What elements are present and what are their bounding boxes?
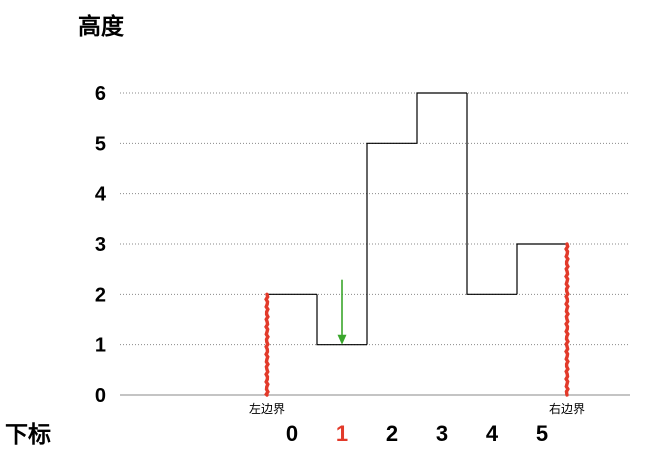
x-tick-labels: 0 1 2 3 4 5 — [286, 421, 548, 446]
boundaries: 左边界 右边界 — [249, 242, 585, 416]
y-tick-label-2: 2 — [95, 284, 106, 306]
x-axis-title: 下标 — [5, 421, 51, 447]
y-tick-label-4: 4 — [95, 184, 107, 206]
left-boundary-line — [264, 292, 270, 397]
y-tick-label-3: 3 — [95, 234, 106, 256]
right-boundary-label: 右边界 — [549, 401, 585, 416]
left-boundary-label: 左边界 — [249, 401, 285, 416]
y-tick-labels: 0 1 2 3 4 5 6 — [95, 83, 107, 407]
y-tick-label-1: 1 — [95, 335, 106, 357]
y-axis-title: 高度 — [78, 13, 125, 39]
x-tick-label-0: 0 — [286, 421, 298, 446]
right-boundary-line — [564, 242, 570, 397]
bar-4 — [466, 93, 517, 295]
x-tick-label-2: 2 — [386, 421, 398, 446]
arrow-annotation — [337, 279, 347, 345]
bar-2 — [366, 142, 417, 345]
y-tick-label-6: 6 — [95, 83, 106, 105]
y-tick-label-0: 0 — [95, 385, 106, 407]
x-tick-label-1: 1 — [336, 421, 348, 446]
bar-5 — [516, 243, 568, 395]
x-tick-label-5: 5 — [536, 421, 548, 446]
bar-1 — [316, 294, 367, 346]
x-tick-label-4: 4 — [486, 421, 499, 446]
arrow-head — [337, 334, 347, 345]
x-tick-label-3: 3 — [436, 421, 448, 446]
bar-3 — [416, 92, 467, 144]
y-tick-label-5: 5 — [95, 133, 106, 155]
